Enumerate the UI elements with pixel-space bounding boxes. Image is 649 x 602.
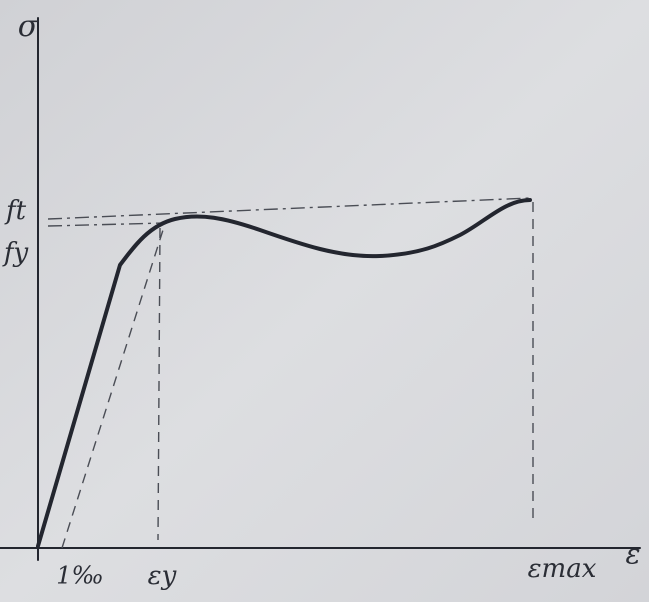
fy-label: fy [2, 238, 29, 268]
emax-label: εmax [528, 554, 597, 584]
offset-label: 1‰ [56, 562, 103, 590]
ey-label: εy [148, 561, 177, 591]
x-axis-label: ε [625, 538, 640, 571]
paper [0, 0, 649, 602]
ft-label: ft [4, 196, 27, 226]
stress-strain-diagram: σ ε ft fy 1‰ εy εmax [0, 0, 649, 602]
y-axis-label: σ [18, 9, 40, 44]
